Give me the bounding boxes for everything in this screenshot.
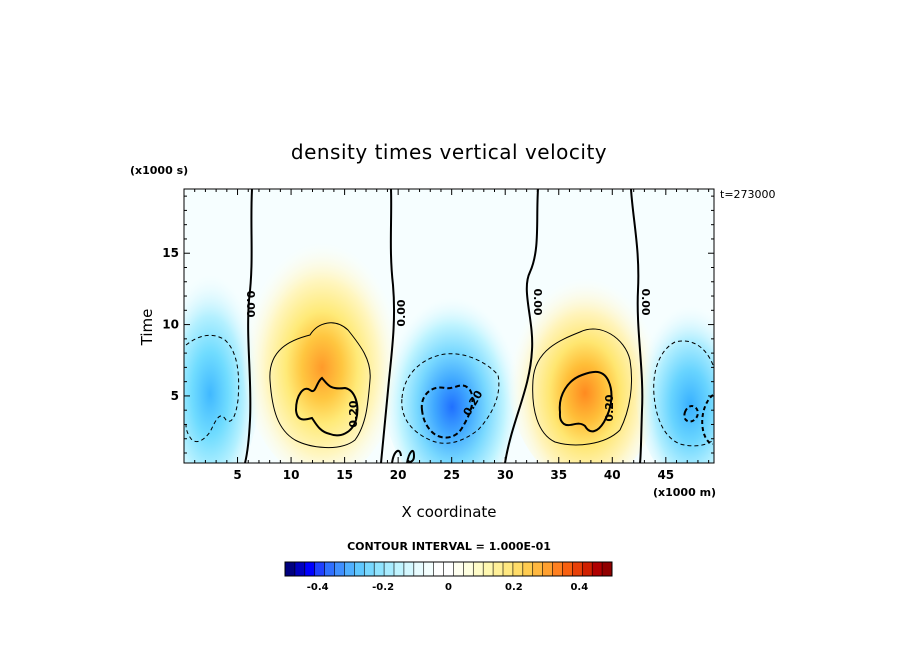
contour-interval-text: CONTOUR INTERVAL = 1.000E-01 — [347, 540, 551, 553]
contour-label-pos-2: 0.20 — [603, 394, 616, 421]
contour-label-pos-1: 0.20 — [347, 400, 360, 427]
colorbar-swatch — [304, 562, 316, 576]
colorbar-swatch — [344, 562, 355, 576]
zero-contour-2 — [380, 189, 396, 463]
colorbar-ticks: -0.4 -0.2 0 0.2 0.4 — [307, 582, 588, 593]
y-axis-ticks: 5 10 15 — [162, 195, 714, 454]
x-tick-label: 15 — [336, 468, 353, 482]
colorbar — [284, 561, 613, 577]
colorbar-swatch — [324, 562, 335, 576]
x-tick-label: 20 — [390, 468, 407, 482]
x-tick-label: 10 — [283, 468, 300, 482]
y-tick-label: 15 — [162, 246, 179, 260]
negative-region-right — [635, 285, 714, 463]
colorbar-swatch — [463, 562, 474, 576]
colorbar-swatch — [542, 562, 553, 576]
colorbar-swatch — [433, 562, 444, 576]
contour-pos-0.1-a — [269, 322, 371, 449]
colorbar-swatch — [354, 562, 365, 576]
x-tick-label: 25 — [443, 468, 460, 482]
y-tick-label: 5 — [171, 389, 179, 403]
colorbar-swatch — [483, 562, 494, 576]
chart-title: density times vertical velocity — [291, 140, 607, 164]
colorbar-frame — [284, 561, 613, 577]
x-unit-label: (x1000 m) — [653, 486, 716, 499]
colorbar-swatch — [384, 562, 395, 576]
contour-pos-0.2-a — [294, 376, 359, 437]
x-tick-label: 45 — [657, 468, 674, 482]
contour-label-zero-3: 0.00 — [531, 288, 544, 315]
contour-neg-middle — [401, 353, 500, 444]
colorbar-swatch — [374, 562, 385, 576]
colorbar-swatch — [453, 562, 464, 576]
contour-pos-0.2-b — [558, 370, 613, 433]
colorbar-swatch — [423, 562, 434, 576]
x-tick-label: 40 — [604, 468, 621, 482]
contour-neg-right-inner-2 — [701, 394, 714, 445]
colorbar-swatch — [364, 562, 375, 576]
zero-contour-1 — [244, 189, 253, 463]
x-tick-label: 30 — [497, 468, 514, 482]
colorbar-swatch — [592, 562, 603, 576]
contour-label-zero-2: 0.00 — [395, 299, 408, 326]
y-unit-label: (x1000 s) — [130, 164, 188, 177]
colorbar-swatch — [285, 562, 296, 576]
plot-frame — [183, 188, 715, 464]
colorbar-swatch — [562, 562, 573, 576]
colorbar-swatch — [532, 562, 543, 576]
colorbar-swatch — [394, 562, 405, 576]
colorbar-swatch — [522, 562, 534, 576]
colorbar-swatch — [602, 562, 613, 576]
colorbar-tick-label: 0.4 — [570, 582, 588, 593]
y-axis-label: Time — [138, 309, 156, 347]
colorbar-swatch — [334, 562, 345, 576]
plot-area: 0.00 0.00 0.00 0.00 0.20 0.20 0.20 — [184, 189, 714, 463]
positive-region-1 — [242, 230, 402, 463]
colorbar-swatch — [552, 562, 563, 576]
colorbar-swatch — [443, 562, 454, 576]
zero-contour-4 — [630, 189, 644, 463]
contour-label-zero-1: 0.00 — [244, 290, 257, 317]
colorbar-swatch — [473, 562, 484, 576]
colorbar-tick-label: -0.4 — [307, 582, 329, 593]
colorbar-swatch — [314, 562, 325, 576]
colorbar-tick-label: 0 — [445, 582, 452, 593]
positive-region-2 — [507, 255, 663, 463]
zero-contour-6 — [391, 449, 402, 463]
colorbar-swatch — [294, 562, 306, 576]
contour-neg-middle-inner — [420, 384, 474, 439]
colorbar-swatch — [493, 562, 504, 576]
x-tick-label: 35 — [550, 468, 567, 482]
zero-contour-3 — [504, 189, 539, 463]
colorbar-swatch — [512, 562, 524, 576]
colorbar-swatch — [503, 562, 514, 576]
colorbar-swatch — [582, 562, 593, 576]
contour-label-zero-4: 0.00 — [639, 288, 652, 315]
x-axis-label: X coordinate — [401, 503, 496, 521]
colorbar-swatch — [413, 562, 425, 576]
colorbar-swatch — [572, 562, 583, 576]
contour-neg-right-inner — [683, 405, 700, 423]
x-axis-ticks: 5 10 15 20 25 30 35 40 45 — [194, 189, 710, 482]
time-stamp: t=273000 — [720, 188, 776, 201]
zero-contour-5 — [405, 449, 416, 463]
negative-region-left — [184, 250, 262, 463]
y-tick-label: 10 — [162, 318, 179, 332]
colorbar-swatch — [403, 562, 415, 576]
colorbar-tick-label: 0.2 — [505, 582, 523, 593]
contour-neg-right — [653, 340, 714, 447]
contour-pos-0.1-b — [532, 328, 633, 446]
colorbar-tick-label: -0.2 — [372, 582, 394, 593]
x-tick-label: 5 — [233, 468, 241, 482]
contour-neg-left — [185, 334, 240, 443]
negative-region-middle — [382, 275, 522, 463]
